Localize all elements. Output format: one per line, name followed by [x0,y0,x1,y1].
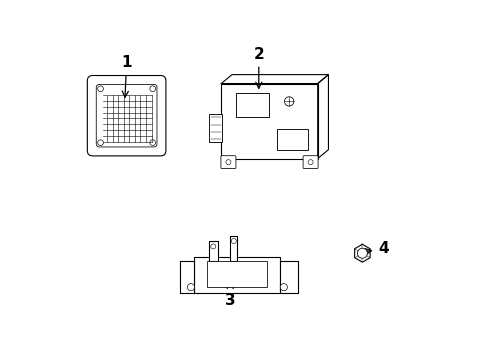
FancyBboxPatch shape [303,156,317,168]
Circle shape [284,97,293,106]
Circle shape [149,140,155,145]
Text: 2: 2 [253,46,264,88]
Circle shape [149,86,155,91]
Circle shape [280,284,287,291]
FancyBboxPatch shape [96,85,157,147]
Polygon shape [280,261,298,293]
Text: 4: 4 [357,241,388,256]
Circle shape [231,239,236,244]
Bar [221,84,317,158]
FancyBboxPatch shape [87,76,165,156]
Bar [235,94,269,117]
Text: 1: 1 [121,55,132,97]
Polygon shape [230,236,237,261]
Polygon shape [208,241,217,261]
Circle shape [225,159,230,165]
Bar [276,129,307,150]
Polygon shape [317,75,328,158]
Polygon shape [180,261,194,293]
Bar [206,261,266,287]
Circle shape [357,248,366,258]
Circle shape [210,244,215,249]
Text: 3: 3 [224,282,235,308]
Circle shape [307,159,312,165]
Circle shape [98,86,103,91]
Polygon shape [221,75,328,84]
Circle shape [98,140,103,145]
Circle shape [187,284,194,291]
Bar [208,114,222,143]
Polygon shape [354,244,369,262]
Bar [194,257,280,293]
FancyBboxPatch shape [221,156,235,168]
